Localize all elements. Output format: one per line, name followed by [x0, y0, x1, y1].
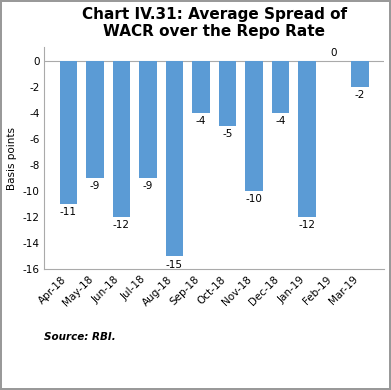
- Bar: [272, 60, 289, 113]
- Bar: [113, 60, 130, 217]
- Bar: [139, 60, 156, 178]
- Bar: [60, 60, 77, 204]
- Text: -9: -9: [90, 181, 100, 191]
- Text: -5: -5: [222, 129, 233, 139]
- Text: -9: -9: [143, 181, 153, 191]
- Bar: [219, 60, 236, 126]
- Text: -12: -12: [113, 220, 130, 230]
- Bar: [166, 60, 183, 256]
- Bar: [192, 60, 210, 113]
- Bar: [352, 60, 369, 87]
- Text: -10: -10: [246, 194, 262, 204]
- Text: -15: -15: [166, 260, 183, 269]
- Text: -4: -4: [196, 116, 206, 126]
- Bar: [246, 60, 263, 191]
- Text: -11: -11: [60, 207, 77, 218]
- Title: Chart IV.31: Average Spread of
WACR over the Repo Rate: Chart IV.31: Average Spread of WACR over…: [82, 7, 347, 39]
- Text: Source: RBI.: Source: RBI.: [44, 332, 116, 342]
- Bar: [298, 60, 316, 217]
- Bar: [86, 60, 104, 178]
- Text: -4: -4: [275, 116, 286, 126]
- Text: -12: -12: [298, 220, 316, 230]
- Text: 0: 0: [330, 48, 337, 58]
- Text: -2: -2: [355, 90, 365, 100]
- Y-axis label: Basis points: Basis points: [7, 127, 17, 190]
